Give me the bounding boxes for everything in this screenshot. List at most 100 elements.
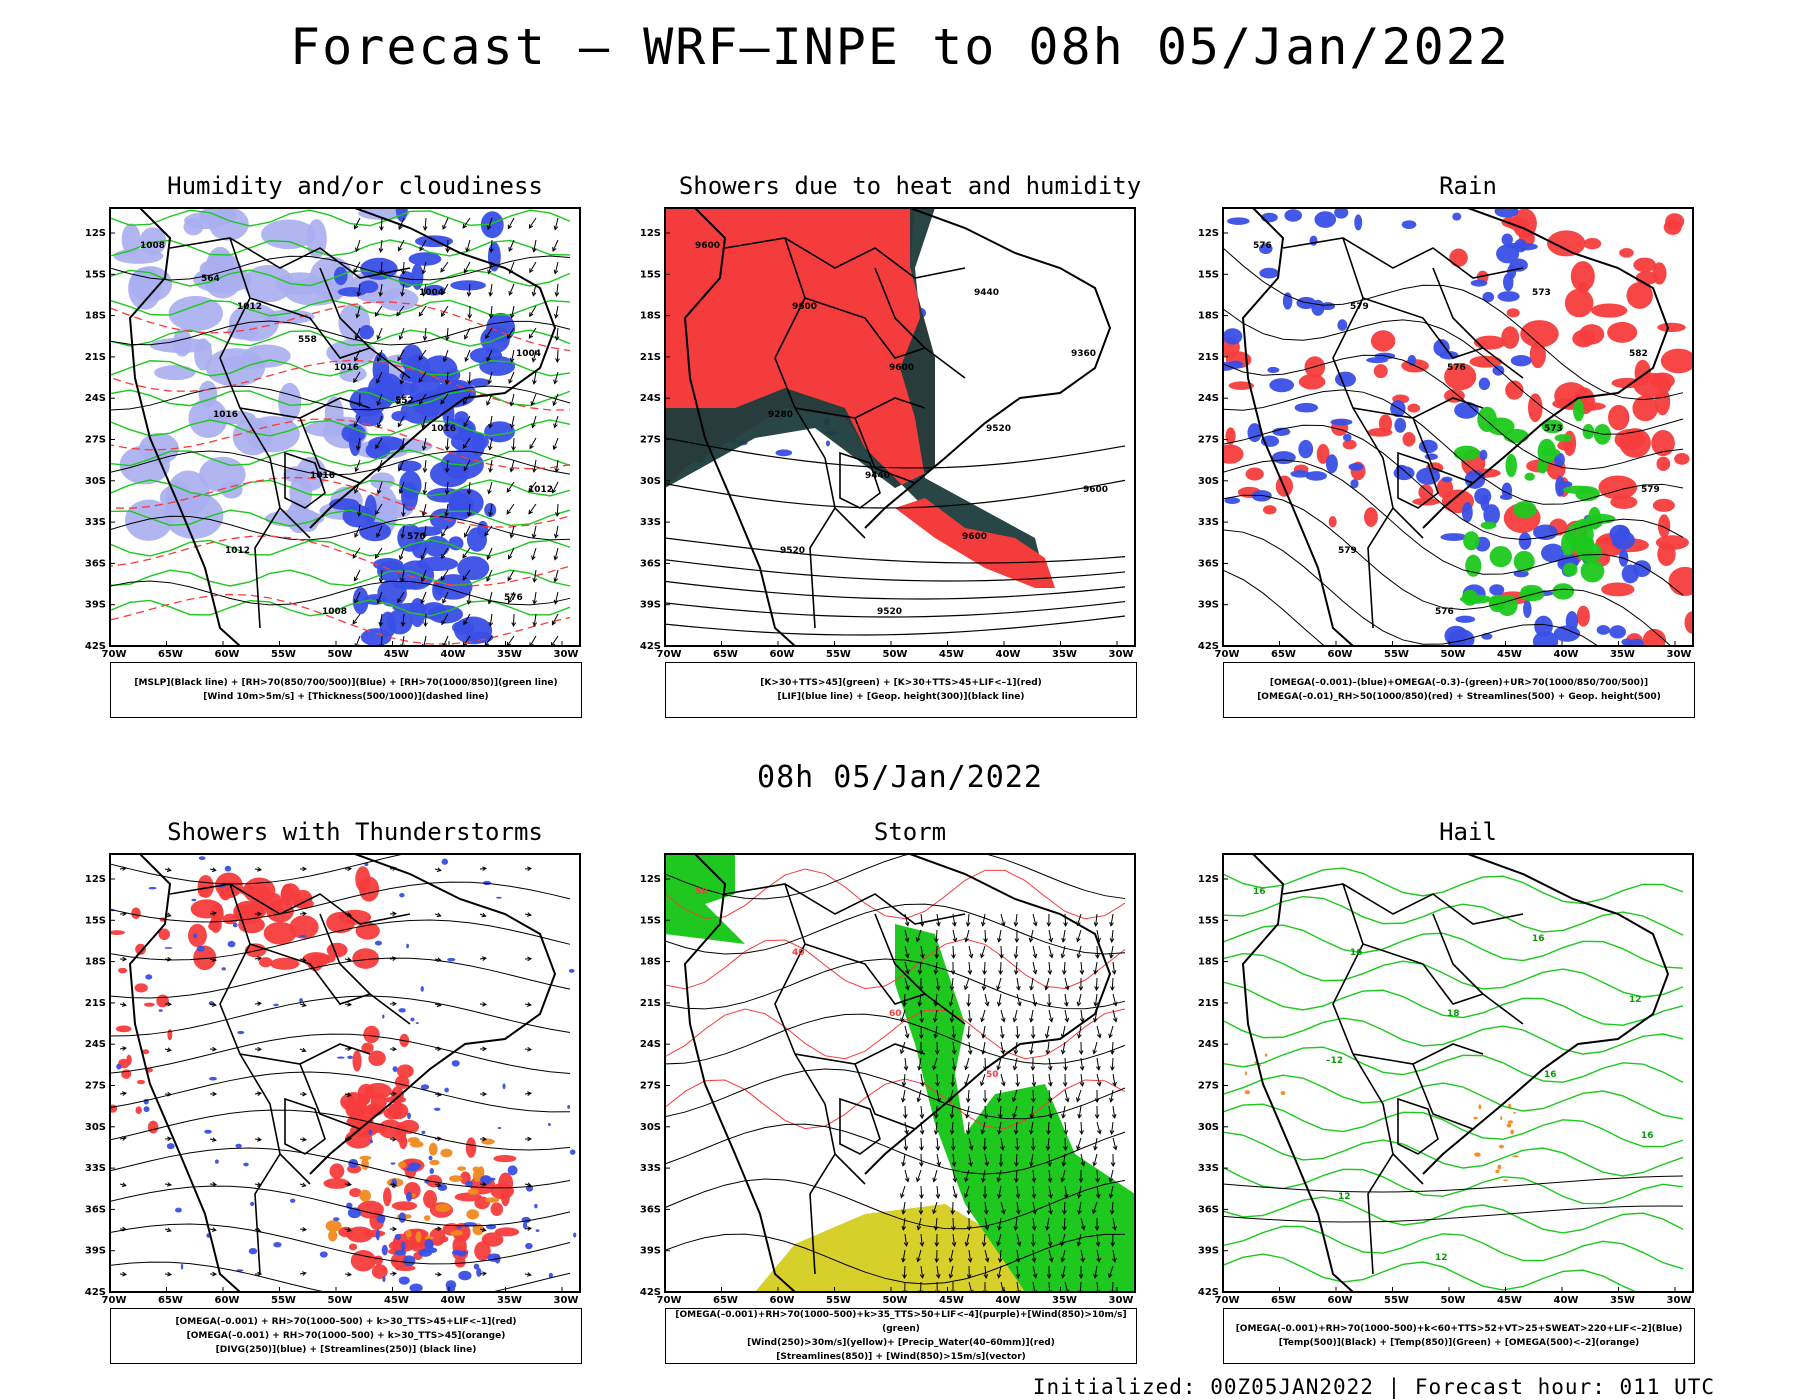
wind-arrow	[997, 1057, 1002, 1070]
wind-arrow	[441, 547, 449, 559]
field-blob	[429, 508, 457, 530]
lat-label: 15S	[1198, 269, 1219, 280]
lat-label: 39S	[640, 600, 661, 611]
wind-arrow	[920, 1009, 923, 1023]
field-blob	[448, 1175, 463, 1182]
field-blob	[398, 271, 415, 288]
wind-arrow	[902, 1089, 906, 1102]
wind-arrow-head	[482, 1091, 488, 1097]
field-blob	[408, 252, 442, 266]
wind-arrow-head	[1076, 1145, 1081, 1151]
wind-arrow-head	[935, 1146, 941, 1151]
wind-arrow-head	[420, 599, 425, 605]
field-blob	[1498, 1144, 1505, 1149]
field-blob	[352, 1050, 362, 1072]
wind-arrow-head	[919, 1194, 924, 1200]
contour-line	[1223, 1205, 1684, 1223]
wind-arrow-head	[436, 1002, 442, 1007]
field-blob	[525, 1242, 533, 1250]
field-blob	[399, 1134, 408, 1150]
field-blob	[403, 1255, 416, 1267]
field-blob	[325, 1220, 342, 1232]
wind-arrow-head	[915, 937, 921, 943]
wind-arrow-head	[999, 1033, 1005, 1039]
wind-arrow-head	[1013, 970, 1019, 975]
wind-arrow-head	[352, 553, 358, 559]
panel-title: Storm	[873, 818, 947, 846]
wind-arrow	[998, 993, 1002, 1006]
field-blob	[1463, 531, 1480, 551]
country-border-uruguay	[284, 1097, 326, 1155]
wind-arrow-head	[507, 554, 513, 560]
wind-arrow-head	[509, 467, 515, 473]
wind-arrow-head	[392, 956, 397, 961]
wind-arrow	[511, 415, 515, 428]
legend-line: [OMEGA(–0.001) + RH>70(1000–500) + k>30_…	[175, 1317, 517, 1327]
wind-arrow-head	[982, 970, 987, 976]
field-blob	[427, 605, 464, 624]
lat-label: 18S	[85, 311, 106, 322]
wind-arrow-head	[486, 225, 492, 231]
contour-label: 558	[298, 335, 317, 345]
wind-arrow	[967, 1121, 970, 1135]
field-blob	[440, 1148, 453, 1158]
field-blob	[1482, 291, 1495, 303]
wind-arrow-head	[1060, 1273, 1066, 1279]
wind-arrow	[421, 415, 427, 428]
wind-arrow-head	[481, 1227, 487, 1232]
wind-arrow	[919, 961, 922, 974]
wind-arrow-head	[166, 867, 172, 872]
wind-arrow	[532, 547, 537, 560]
lat-label: 15S	[640, 915, 661, 926]
wind-arrow	[1109, 1025, 1114, 1038]
wind-arrow-head	[354, 532, 359, 538]
wind-arrow-head	[376, 401, 381, 407]
field-blob	[141, 1049, 150, 1055]
wind-arrow	[936, 1137, 939, 1150]
lon-label: 65W	[158, 649, 183, 660]
lon-label: 40W	[1554, 1295, 1579, 1306]
field-blob	[1587, 506, 1602, 530]
wind-arrow-head	[935, 1082, 940, 1088]
wind-arrow	[532, 525, 537, 538]
field-blob	[340, 1092, 368, 1112]
wind-arrow-head	[1109, 938, 1115, 943]
legend-line: [Streamlines(850)] + [Wind(850)>15m/s](v…	[776, 1352, 1026, 1362]
wind-arrow	[486, 547, 493, 560]
field-blob	[1497, 1164, 1502, 1170]
wind-arrow	[424, 613, 427, 627]
field-blob	[450, 280, 486, 291]
field-area	[895, 498, 1055, 588]
field-blob	[775, 449, 793, 457]
wind-arrow-head	[422, 336, 428, 341]
contour-label: 570	[407, 532, 426, 542]
field-blob	[1562, 562, 1578, 577]
lon-label: 55W	[271, 1295, 296, 1306]
wind-arrow	[1062, 929, 1066, 942]
contour-line	[110, 239, 571, 257]
field-blob	[477, 520, 489, 539]
wind-arrow	[462, 217, 471, 229]
wind-arrow-head	[900, 1017, 905, 1023]
wind-arrow-head	[554, 313, 559, 319]
contour-line	[110, 995, 571, 1037]
field-blob	[355, 866, 371, 892]
wind-arrow-head	[444, 490, 450, 495]
wind-arrow-head	[1029, 1129, 1034, 1135]
wind-arrow	[934, 961, 938, 974]
wind-arrow	[980, 1073, 986, 1086]
contour-line	[110, 299, 571, 317]
field-blob	[1470, 279, 1488, 287]
field-blob	[175, 1207, 182, 1213]
field-blob	[1572, 329, 1595, 348]
wind-arrow-head	[997, 1193, 1002, 1199]
wind-arrow	[984, 1249, 989, 1262]
field-blob	[1258, 243, 1273, 255]
wind-arrow-head	[1080, 1257, 1086, 1263]
wind-arrow	[920, 1137, 923, 1151]
wind-arrow-head	[511, 446, 516, 452]
wind-arrow	[380, 569, 383, 582]
wind-arrow-head	[996, 1065, 1001, 1071]
wind-arrow	[464, 327, 471, 340]
wind-arrow-head	[1077, 1033, 1082, 1039]
